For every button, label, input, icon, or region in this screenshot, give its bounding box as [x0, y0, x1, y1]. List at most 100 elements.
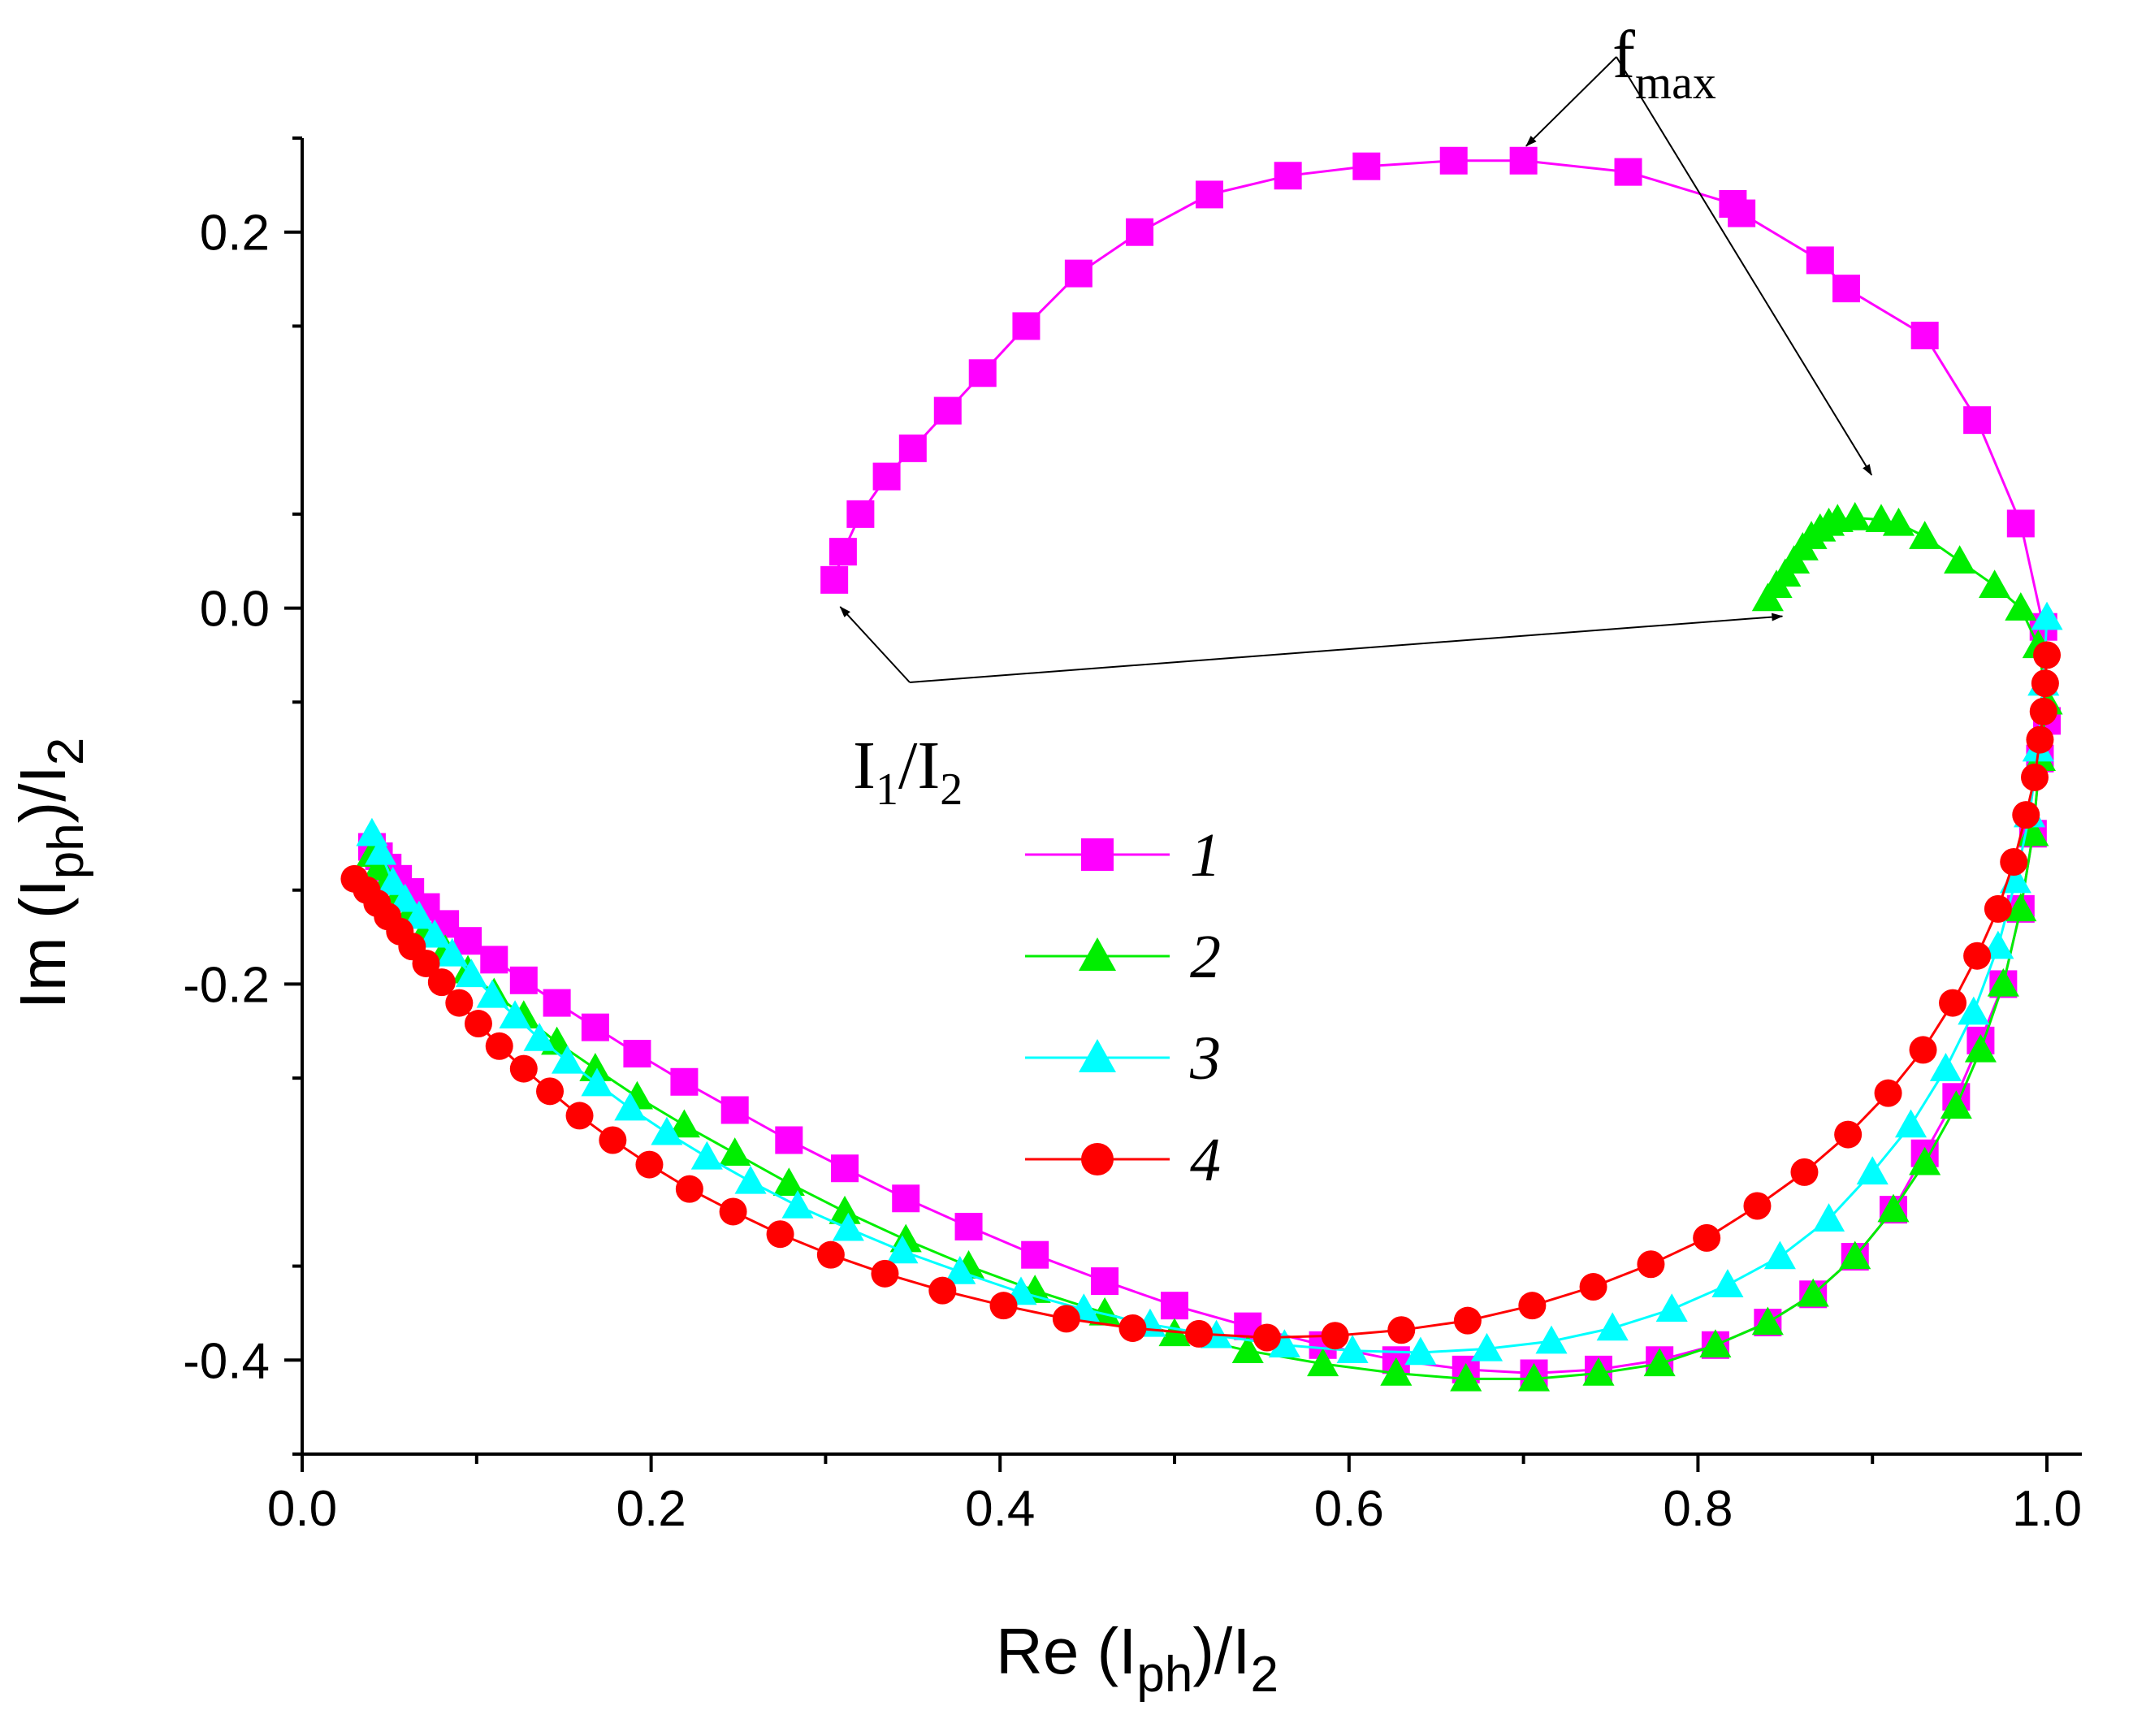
y-tick-label: 0.0 [200, 582, 270, 638]
series-1-point [1064, 259, 1092, 288]
series-1-point [1012, 312, 1041, 340]
series-4-point [2031, 669, 2059, 698]
series-1-point [1806, 246, 1834, 275]
series-4-point [871, 1259, 899, 1288]
series-1-point [623, 1040, 651, 1068]
series-4-point [1963, 942, 1992, 970]
series-1-point [1439, 146, 1468, 175]
series-4-point [1637, 1250, 1665, 1279]
series-1-point [1091, 1267, 1119, 1296]
series-2-point [1643, 1348, 1676, 1377]
series-4-point [599, 1126, 627, 1154]
series-2-point [1517, 1362, 1551, 1392]
legend-label: 2 [1190, 923, 1221, 991]
legend-label: 1 [1190, 821, 1221, 890]
series-1-point [954, 1212, 983, 1240]
series-1-point [509, 966, 538, 994]
series-4-point [1579, 1273, 1607, 1301]
x-axis-label: Re (Iph)/I2 [996, 1615, 1279, 1703]
series-3-point [614, 1092, 647, 1121]
series-2-point [579, 1053, 612, 1081]
series-4-point [1321, 1322, 1349, 1350]
series-3-point [1812, 1203, 1845, 1232]
series-1-point [968, 359, 997, 387]
series-3-point [581, 1067, 613, 1097]
legend-item-2: 2 [1025, 923, 1221, 991]
series-3-point [1404, 1336, 1437, 1366]
series-2-point [1839, 1240, 1871, 1270]
series-1-point [846, 500, 875, 528]
series-2-point [719, 1137, 751, 1166]
legend-marker [1079, 937, 1116, 971]
x-tick-label: 0.4 [965, 1481, 1035, 1537]
series-1-point [872, 462, 901, 491]
series-2-point [1839, 501, 1871, 530]
legend-marker [1081, 1143, 1114, 1175]
series-3-point [832, 1212, 864, 1241]
series-1-point [1509, 146, 1538, 175]
series-1-point [480, 946, 508, 974]
series-2-point [1944, 545, 1976, 574]
series-4-point [635, 1150, 664, 1179]
series-3-point [499, 1000, 531, 1029]
series-1-point [775, 1126, 803, 1154]
legend-item-4: 4 [1025, 1126, 1221, 1194]
y-tick-label: 0.2 [200, 206, 270, 262]
x-tick-label: 0.2 [617, 1481, 686, 1537]
series-4-point [464, 1010, 492, 1038]
series-2-point [1877, 1193, 1910, 1223]
y-tick-label: -0.4 [183, 1333, 270, 1389]
series-3-point [1470, 1332, 1503, 1362]
series-3-point [1596, 1312, 1629, 1341]
series-4-point [509, 1054, 538, 1083]
legend-label: 4 [1190, 1126, 1221, 1194]
series-1-point [1195, 180, 1223, 209]
series-4-point [2000, 848, 2028, 876]
series-3-point [403, 900, 435, 929]
i1-i2-label: I1/I2 [853, 728, 963, 815]
series-3-point [455, 959, 487, 988]
x-axis-label-sub1: ph [1136, 1647, 1192, 1703]
series-4-point [1834, 1120, 1863, 1149]
series-2-point [1909, 521, 1941, 549]
series-1-point [892, 1184, 920, 1213]
series-4-point [1453, 1306, 1482, 1335]
series-3-point [886, 1235, 919, 1264]
series-3-point [389, 883, 422, 912]
series-3-point [523, 1022, 556, 1051]
series-1-point [543, 989, 571, 1017]
i1-i2-arrow [909, 613, 1784, 683]
series-1-point [1161, 1292, 1189, 1320]
series-1-point [898, 434, 927, 462]
series-3-point [1655, 1293, 1688, 1323]
series-4-point [2033, 641, 2062, 669]
legend-item-1: 1 [1025, 821, 1221, 890]
series-4-point [485, 1032, 513, 1060]
series-3-point [1856, 1156, 1889, 1185]
series-4-point [1874, 1079, 1902, 1107]
series-1-point [831, 1154, 859, 1183]
series-3-point [377, 866, 409, 895]
series-4-line [353, 655, 2049, 1340]
series-1-point [2006, 509, 2035, 538]
series-3-point [476, 979, 508, 1008]
series-4-point [1185, 1319, 1214, 1348]
series-1-point [829, 538, 857, 566]
series-3-point [1535, 1325, 1568, 1354]
x-tick-label: 0.8 [1663, 1481, 1733, 1537]
series-2-point [1979, 569, 2011, 599]
x-tick-label: 0.6 [1314, 1481, 1384, 1537]
series-4-point [340, 864, 369, 893]
series-3-point [436, 937, 469, 967]
series-2-point [1882, 507, 1915, 536]
series-4-point [1790, 1158, 1819, 1186]
data-series-layer [340, 146, 2063, 1392]
series-2-point [668, 1109, 700, 1138]
annotations [839, 56, 1873, 683]
series-4 [340, 641, 2062, 1352]
series-2-point [772, 1167, 805, 1196]
series-2-point [1751, 1306, 1784, 1336]
series-2-point [1909, 1146, 1941, 1175]
series-4-point [1052, 1305, 1080, 1333]
series-1-point [1021, 1240, 1049, 1269]
